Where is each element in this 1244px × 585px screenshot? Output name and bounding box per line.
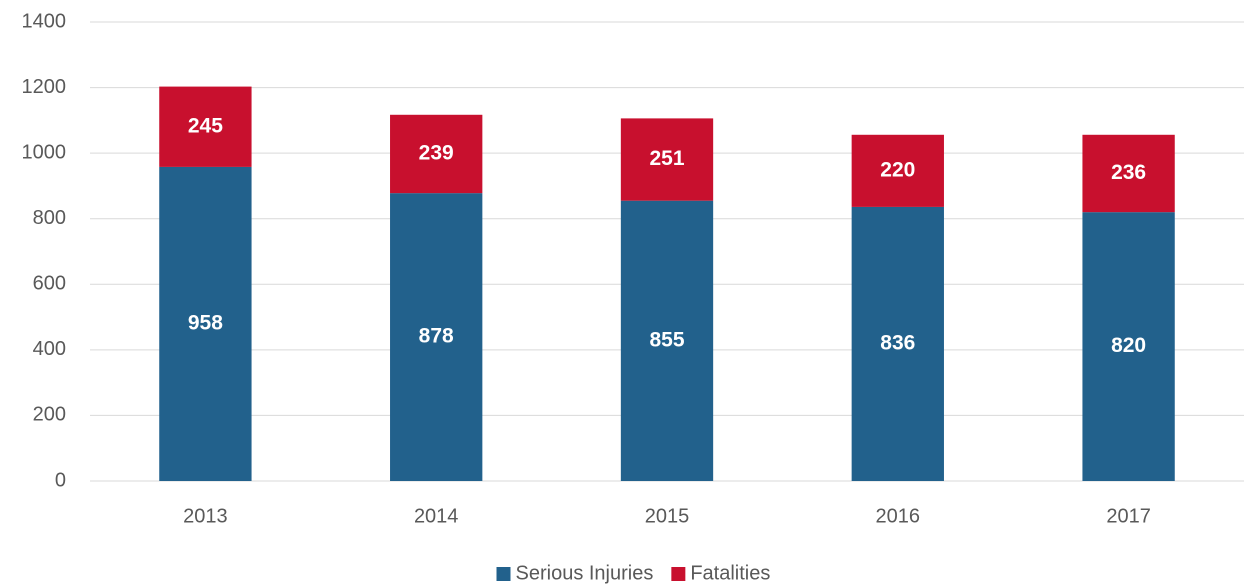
y-tick-label: 400 [33, 338, 66, 360]
y-tick-label: 1200 [22, 76, 67, 98]
data-label: 958 [188, 312, 223, 335]
bar-segment [1082, 134, 1175, 213]
data-label: 220 [880, 158, 915, 181]
data-label: 251 [649, 147, 684, 170]
x-tick-label: 2015 [645, 505, 690, 527]
bar-segment [390, 193, 483, 482]
data-label: 855 [649, 328, 684, 351]
data-label: 245 [188, 114, 223, 137]
data-label: 878 [419, 325, 454, 348]
bar-segment [390, 114, 483, 194]
data-label: 236 [1111, 161, 1146, 184]
x-tick-label: 2014 [414, 505, 459, 527]
x-tick-label: 2017 [1106, 505, 1151, 527]
y-tick-label: 1400 [22, 10, 67, 32]
y-tick-label: 600 [33, 273, 66, 295]
data-label: 820 [1111, 334, 1146, 357]
y-tick-label: 200 [33, 404, 66, 426]
bar-segment [620, 118, 714, 201]
data-label: 836 [880, 332, 915, 355]
y-tick-label: 0 [55, 469, 66, 491]
legend-swatch [671, 567, 686, 581]
y-tick-label: 800 [33, 207, 66, 229]
bar-segment [851, 206, 944, 481]
x-tick-label: 2013 [183, 505, 228, 527]
bar-segment [1082, 212, 1175, 481]
x-tick-label: 2016 [876, 505, 921, 527]
bar-segment [159, 86, 252, 167]
legend-label: Fatalities [690, 562, 770, 584]
legend-label: Serious Injuries [516, 562, 654, 584]
legend-swatch [496, 567, 511, 581]
bar-segment [620, 200, 714, 482]
bar-segment [159, 166, 252, 482]
y-tick-label: 1000 [22, 141, 67, 163]
bar-segment [851, 134, 944, 207]
data-label: 239 [419, 142, 454, 165]
